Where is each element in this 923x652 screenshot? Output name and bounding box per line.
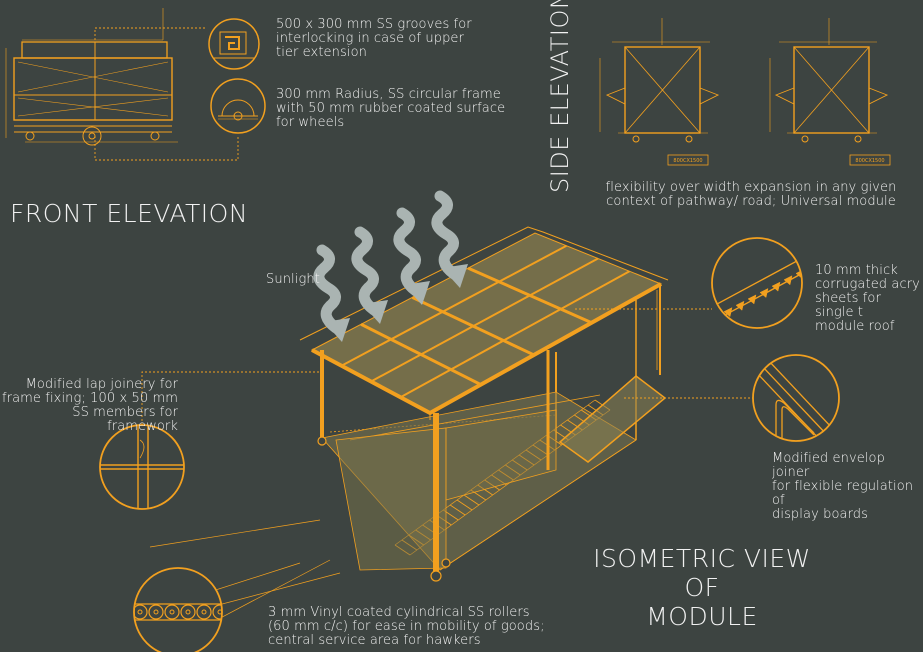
sunlight-label: Sunlight <box>266 272 320 287</box>
roller-axle-icon <box>137 609 143 615</box>
grating-slat <box>532 444 549 456</box>
roller-axle-icon <box>185 609 191 615</box>
grooves-note: 500 x 300 mm SS grooves for interlocking… <box>276 17 472 60</box>
rollers-note: 3 mm Vinyl coated cylindrical SS rollers… <box>268 605 545 648</box>
sunlight-arrow-shaft <box>431 190 460 280</box>
sunlight-arrow-head <box>324 318 350 342</box>
grating-slat <box>484 479 500 491</box>
envelop-joinery-detail-icon <box>752 354 840 442</box>
side-elevation-drawing-left <box>599 18 720 166</box>
roller-icon <box>180 604 196 620</box>
corrugation-ridge <box>795 268 802 279</box>
grating-slat <box>498 469 514 481</box>
acrylic-sheet-detail-icon <box>711 237 803 329</box>
sunlight-arrow-shaft <box>313 244 342 334</box>
corrugation-ridge <box>759 288 769 298</box>
envelop-joinery-note: Modified envelop joiner for flexible reg… <box>772 452 914 522</box>
grating-slat <box>470 489 487 501</box>
sunlight-arrow-shaft <box>351 226 380 316</box>
roof-frame-member <box>370 257 599 383</box>
lap-joinery-detail-icon <box>99 424 185 510</box>
roller-axle-icon <box>217 609 222 615</box>
roller-icon <box>148 604 164 620</box>
sunlight-arrow-head <box>442 264 468 288</box>
grating-slat <box>477 484 494 496</box>
flexibility-note: flexibility over width expansion in any … <box>605 180 897 209</box>
isometric-module-drawing <box>299 226 669 582</box>
sunlight-arrow-head <box>404 281 430 305</box>
corrugation-ridge <box>712 313 721 324</box>
sunlight-arrow-head <box>362 300 388 324</box>
side-elevation-heading: SIDE ELEVATION <box>546 0 574 193</box>
front-elevation-heading: FRONT ELEVATION <box>10 199 249 228</box>
roller-icon <box>196 604 212 620</box>
lap-joinery-note: Modified lap joinery for frame fixing; 1… <box>1 377 178 434</box>
circular-frame-note: 300 mm Radius, SS circular frame with 50… <box>276 87 506 130</box>
grating-slat <box>505 464 521 476</box>
grating-slat <box>525 449 542 461</box>
roof-frame-member <box>341 244 567 367</box>
grating-slat <box>511 459 528 471</box>
sunlight-arrows <box>313 190 468 342</box>
grating-slat <box>456 499 473 511</box>
roller-axle-icon <box>169 609 175 615</box>
roller-icon <box>134 604 148 620</box>
sunlight-arrow-shaft <box>393 207 422 297</box>
roller-icon <box>164 604 180 620</box>
corrugation-ridge <box>771 281 781 292</box>
roller-icon <box>212 604 222 620</box>
dimension-tag-left: 800CX1500 <box>673 158 702 164</box>
corrugation-ridge <box>735 300 745 311</box>
grating-slat <box>491 474 507 486</box>
dimension-tag-right: 800CX1500 <box>855 158 884 164</box>
grating-slat <box>518 454 535 466</box>
corrugation-ridge <box>723 307 733 318</box>
roller-axle-icon <box>201 609 207 615</box>
roof-frame-member <box>400 270 630 399</box>
corrugation-ridge <box>747 294 757 305</box>
side-elevation-drawing-right <box>769 18 891 166</box>
front-elevation-drawing <box>5 8 178 146</box>
roller-detail-icon <box>133 567 223 652</box>
isometric-view-heading: ISOMETRIC VIEW OF MODULE <box>593 544 811 631</box>
groove-detail-icon <box>208 18 260 70</box>
acrylic-sheet-note: 10 mm thick corrugated acry sheets for s… <box>815 264 920 334</box>
grating-slat <box>463 494 480 506</box>
roller-axle-icon <box>153 609 159 615</box>
grating-slat <box>449 504 466 516</box>
wheel-frame-detail-icon <box>210 78 266 134</box>
corrugation-ridge <box>783 275 793 286</box>
